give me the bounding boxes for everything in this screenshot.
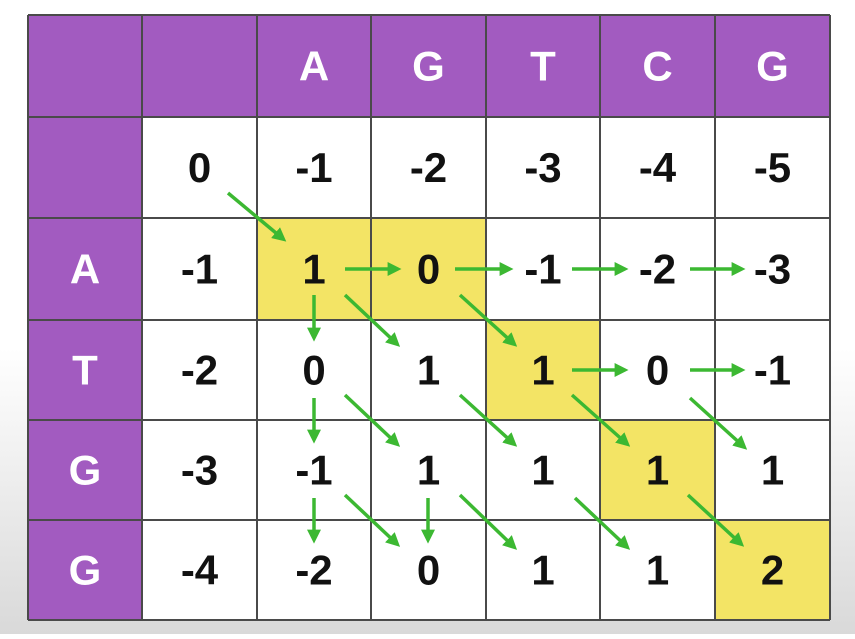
score-cell: 0 — [417, 246, 440, 293]
arrows — [226, 191, 748, 550]
score-cell: -1 — [295, 447, 332, 494]
score-cell: 1 — [646, 447, 669, 494]
score-cell: 1 — [531, 347, 554, 394]
score-cell: -2 — [410, 144, 447, 191]
arrow — [686, 493, 745, 547]
arrow — [570, 393, 631, 447]
cells: A G T C G A T G G 0 -1 -2 -3 -4 -5 -1 1 0 -1 -2 -3 -2 0 1 1 0 -1 -3… — [69, 43, 792, 594]
row-label: T — [72, 347, 98, 394]
score-cell: 0 — [646, 347, 669, 394]
score-cell: -4 — [181, 547, 219, 594]
score-cell: -1 — [181, 246, 218, 293]
score-cell: -1 — [754, 347, 791, 394]
arrow — [573, 496, 631, 550]
score-cell: -4 — [639, 144, 677, 191]
arrow — [458, 393, 518, 447]
arrow — [226, 191, 287, 242]
score-cell: -5 — [754, 144, 791, 191]
column-header: G — [756, 43, 789, 90]
score-cell: 0 — [188, 144, 211, 191]
row-label: G — [69, 547, 102, 594]
column-header: C — [642, 43, 672, 90]
score-cell: 1 — [417, 447, 440, 494]
score-cell: -3 — [524, 144, 561, 191]
score-cell: 1 — [302, 246, 325, 293]
column-header: T — [530, 43, 556, 90]
row-label: A — [70, 246, 100, 293]
column-header: G — [412, 43, 445, 90]
score-cell: 1 — [417, 347, 440, 394]
column-header: A — [299, 43, 329, 90]
score-cell: 1 — [646, 547, 669, 594]
arrow — [343, 393, 401, 447]
score-cell: -2 — [295, 547, 332, 594]
score-cell: -1 — [295, 144, 332, 191]
arrow — [458, 293, 518, 347]
arrow — [343, 493, 401, 547]
arrow — [343, 293, 401, 347]
score-cell: 2 — [761, 547, 784, 594]
score-cell: 1 — [761, 447, 784, 494]
score-cell: 1 — [531, 547, 554, 594]
score-cell: -3 — [754, 246, 791, 293]
arrow — [688, 396, 748, 450]
score-cell: -2 — [181, 347, 218, 394]
score-cell: 0 — [302, 347, 325, 394]
arrow — [458, 493, 518, 550]
label-column — [28, 15, 142, 620]
score-cell: -2 — [639, 246, 676, 293]
score-cell: -1 — [524, 246, 561, 293]
row-label: G — [69, 447, 102, 494]
score-cell: 1 — [531, 447, 554, 494]
score-cell: 0 — [417, 547, 440, 594]
header-row — [28, 15, 830, 117]
score-cell: -3 — [181, 447, 218, 494]
